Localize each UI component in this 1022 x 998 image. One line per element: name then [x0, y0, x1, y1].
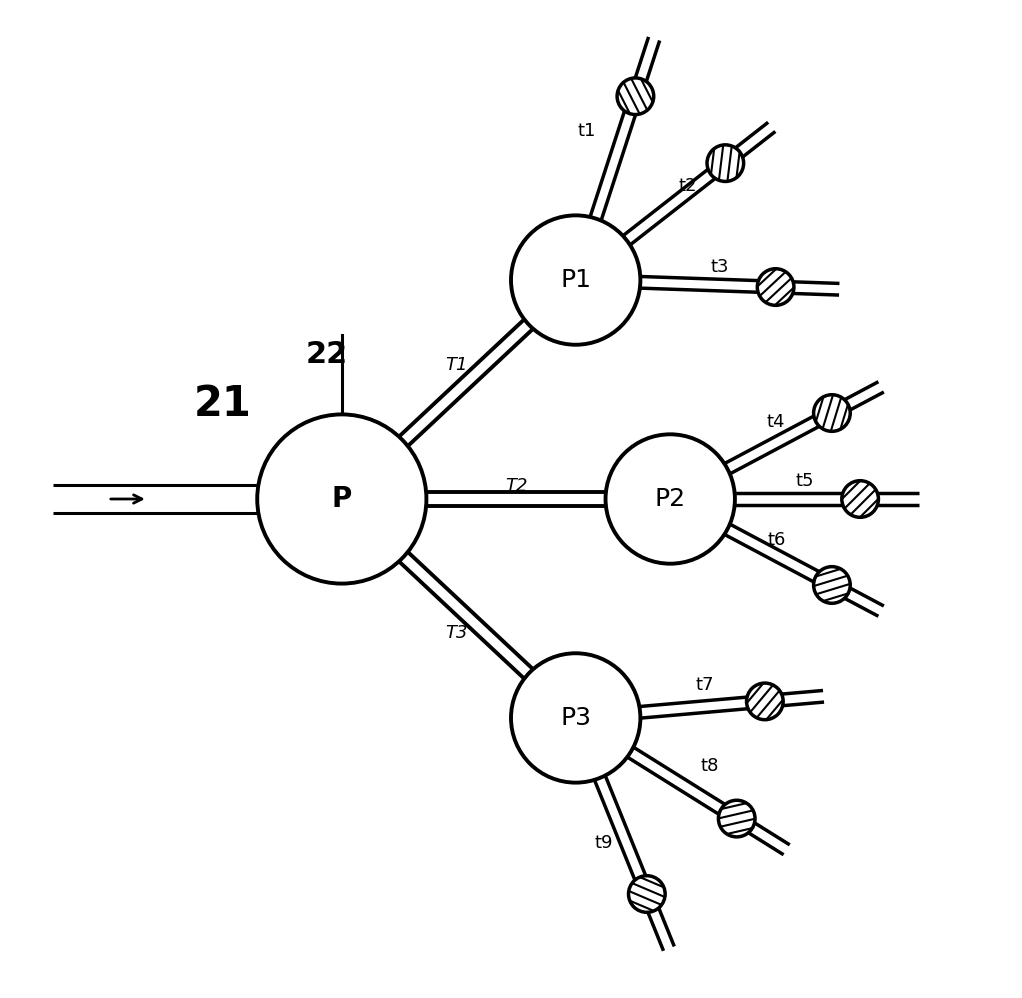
Text: 22: 22: [306, 340, 349, 369]
Text: t2: t2: [679, 177, 697, 195]
Text: t4: t4: [766, 413, 786, 431]
Text: T2: T2: [505, 477, 527, 495]
Circle shape: [718, 800, 755, 837]
Text: t1: t1: [577, 122, 596, 140]
Text: T3: T3: [445, 625, 467, 643]
Circle shape: [757, 268, 794, 305]
Text: 21: 21: [193, 383, 251, 425]
Circle shape: [746, 683, 783, 720]
Text: t3: t3: [710, 257, 729, 275]
Text: t9: t9: [595, 833, 613, 851]
Circle shape: [606, 434, 735, 564]
Text: P: P: [332, 485, 352, 513]
Circle shape: [629, 875, 665, 912]
Circle shape: [258, 414, 426, 584]
Text: t5: t5: [795, 472, 814, 490]
Text: P1: P1: [560, 268, 591, 292]
Text: T1: T1: [445, 355, 467, 373]
Text: t6: t6: [768, 531, 785, 549]
Circle shape: [617, 78, 654, 115]
Circle shape: [511, 654, 641, 782]
Text: t7: t7: [695, 676, 713, 694]
Circle shape: [707, 145, 744, 182]
Circle shape: [842, 481, 879, 517]
Text: P3: P3: [560, 706, 591, 730]
Circle shape: [814, 395, 850, 431]
Text: t8: t8: [701, 757, 719, 775]
Text: P2: P2: [655, 487, 686, 511]
Circle shape: [814, 567, 850, 603]
Circle shape: [511, 216, 641, 344]
